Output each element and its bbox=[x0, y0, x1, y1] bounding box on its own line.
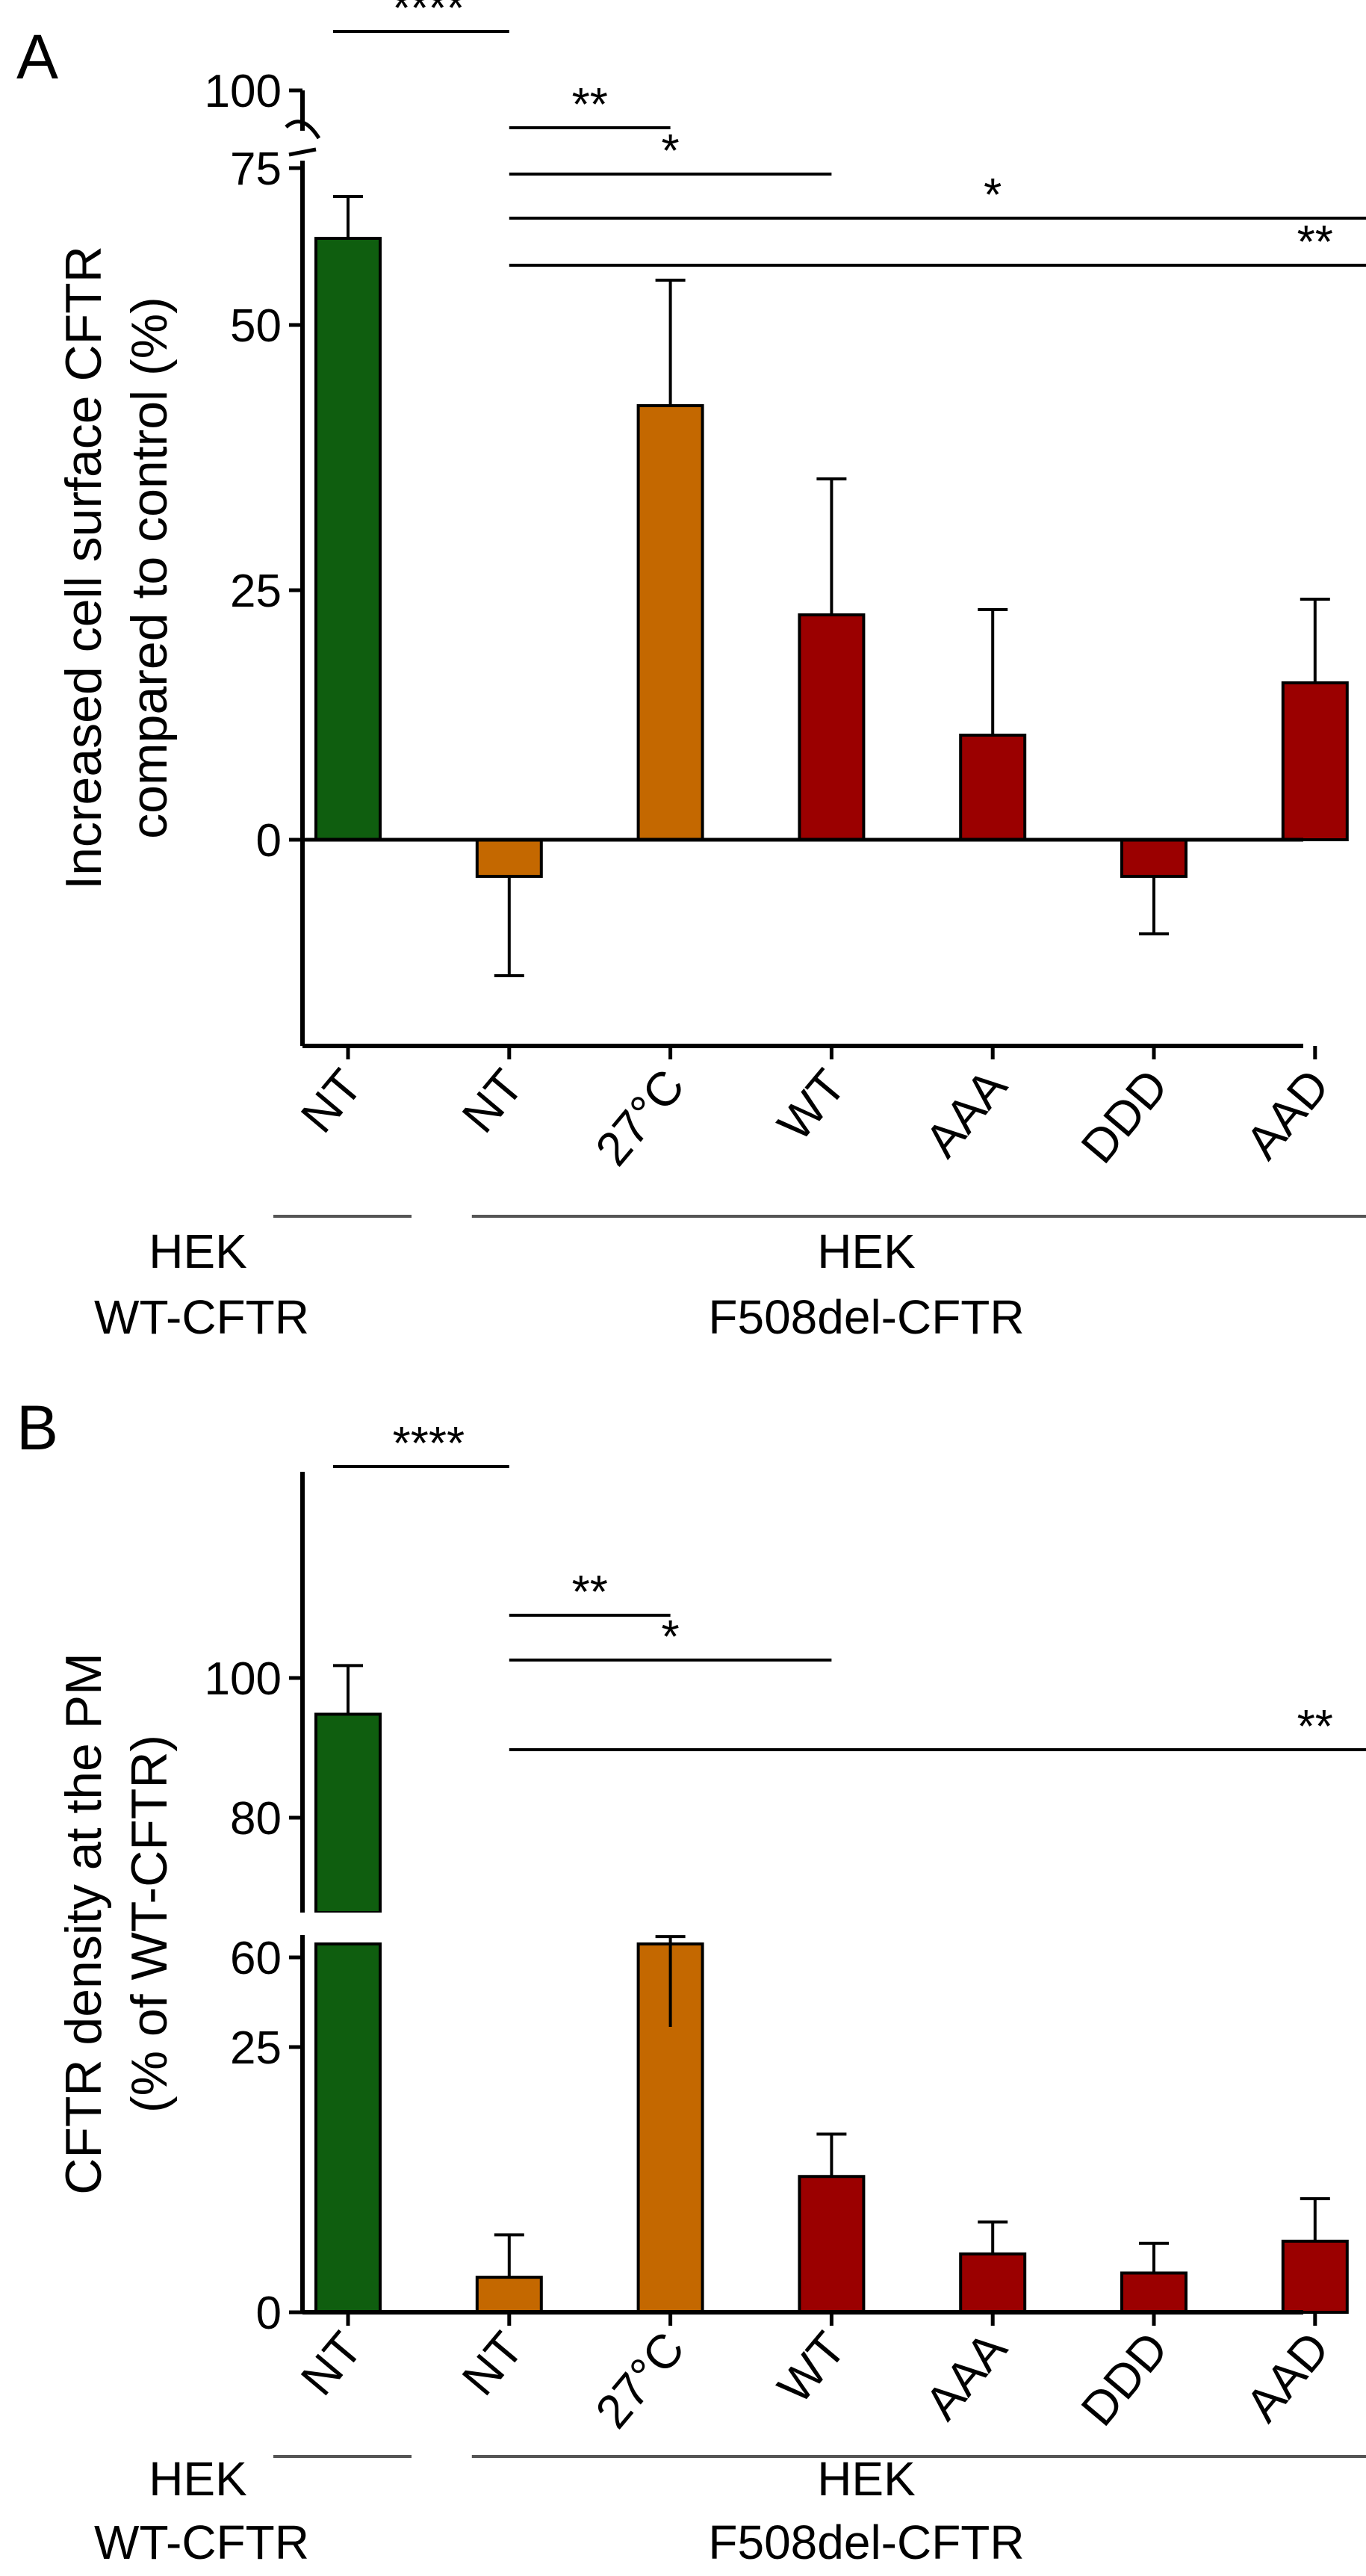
significance-label: ** bbox=[572, 79, 608, 131]
bar bbox=[1281, 2239, 1349, 2315]
significance-label: * bbox=[662, 1611, 680, 1663]
bar bbox=[798, 613, 866, 841]
x-tick-label: AAA bbox=[914, 2321, 1017, 2430]
bar bbox=[959, 2252, 1027, 2314]
significance-label: * bbox=[984, 170, 1002, 221]
y-axis-label: Increased cell surface CFTR compared to c… bbox=[55, 246, 178, 890]
significance-label: ** bbox=[1297, 1701, 1333, 1753]
significance-label: ** bbox=[572, 1567, 608, 1618]
x-tick-label: WT bbox=[767, 2322, 856, 2414]
bar bbox=[959, 734, 1027, 841]
x-tick-label: AAD bbox=[1235, 1059, 1340, 1169]
group-label-line1: HEK bbox=[817, 1224, 916, 1278]
x-tick-label: AAA bbox=[914, 1059, 1017, 1167]
y-tick-label: 0 bbox=[256, 815, 282, 867]
y-axis-label-line: CFTR density at the PM bbox=[55, 1653, 112, 2195]
y-tick-label: 25 bbox=[230, 2022, 282, 2074]
bar bbox=[1120, 838, 1188, 878]
x-tick-label: AAD bbox=[1235, 2322, 1340, 2432]
bar bbox=[1120, 2271, 1188, 2314]
group-label-line2: F508del-CFTR bbox=[708, 1290, 1024, 1344]
bar-break-gap bbox=[311, 1913, 385, 1942]
significance-label: * bbox=[662, 126, 680, 177]
y-axis-label-line: Increased cell surface CFTR bbox=[55, 246, 112, 890]
bar bbox=[475, 838, 543, 878]
significance-label: **** bbox=[393, 1418, 465, 1470]
y-tick-label: 100 bbox=[205, 1653, 282, 1705]
bar bbox=[314, 237, 382, 841]
x-tick-label: NT bbox=[291, 1059, 373, 1143]
group-label-line2: F508del-CFTR bbox=[708, 2515, 1024, 2569]
bar bbox=[475, 2276, 543, 2314]
y-axis-label-line: compared to control (%) bbox=[121, 297, 178, 839]
group-label-line1: HEK bbox=[149, 2452, 247, 2506]
y-tick-label: 25 bbox=[230, 566, 282, 617]
bar bbox=[636, 404, 704, 841]
x-tick-label: DDD bbox=[1070, 1059, 1178, 1173]
panel-b: B CFTR density at the PM (% of WT-CFTR) 0 25… bbox=[16, 1393, 1366, 2569]
group-label-line1: HEK bbox=[817, 2452, 916, 2506]
y-axis-label-line: (% of WT-CFTR) bbox=[121, 1735, 178, 2113]
bar bbox=[314, 1942, 382, 2314]
group-label-line2: WT-CFTR bbox=[94, 2515, 309, 2569]
panel-label: A bbox=[16, 22, 58, 92]
x-tick-label: NT bbox=[291, 2322, 373, 2406]
y-tick-label: 75 bbox=[230, 143, 282, 195]
y-axis-label: CFTR density at the PM (% of WT-CFTR) bbox=[55, 1653, 178, 2195]
bar bbox=[798, 2175, 866, 2314]
y-tick-label: 80 bbox=[230, 1793, 282, 1845]
axis-break-mark bbox=[285, 120, 321, 140]
y-tick-label: 0 bbox=[256, 2288, 282, 2339]
y-tick-label: 50 bbox=[230, 300, 282, 352]
x-tick-label: 27°C bbox=[585, 1059, 695, 1176]
panel-label: B bbox=[16, 1393, 58, 1463]
x-tick-label: NT bbox=[452, 2322, 534, 2406]
x-tick-label: 27°C bbox=[585, 2322, 695, 2439]
significance-label: ** bbox=[1297, 217, 1333, 268]
panel-a: A Increased cell surface CFTR compared to … bbox=[16, 0, 1366, 1344]
group-label-line2: WT-CFTR bbox=[94, 1290, 309, 1344]
x-tick-label: NT bbox=[452, 1059, 534, 1143]
x-tick-label: WT bbox=[767, 1059, 856, 1151]
bar bbox=[1281, 681, 1349, 841]
significance-label: **** bbox=[393, 0, 465, 34]
group-label-line1: HEK bbox=[149, 1224, 247, 1278]
axis-break-mark bbox=[288, 147, 317, 157]
y-tick-label: 100 bbox=[205, 66, 282, 117]
y-tick-label: 60 bbox=[230, 1933, 282, 1984]
bar-upper bbox=[314, 1712, 382, 1914]
x-tick-label: DDD bbox=[1070, 2322, 1178, 2436]
